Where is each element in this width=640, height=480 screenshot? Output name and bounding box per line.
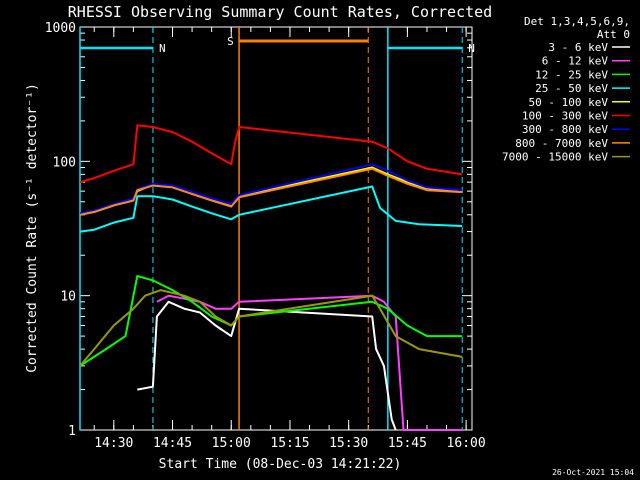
night-label: N [159, 42, 166, 55]
y-tick-label: 1 [68, 424, 76, 439]
legend-entry-label: 12 - 25 keV [535, 68, 608, 81]
x-axis-label: Start Time (08-Dec-03 14:21:22) [159, 457, 402, 472]
series-lines [79, 124, 463, 431]
plot-border [79, 26, 473, 431]
series-line-1 [137, 300, 397, 431]
legend-entry-label: 100 - 300 keV [522, 110, 608, 123]
y-tick-label: 1000 [45, 21, 76, 36]
footer-timestamp: 26-Oct-2021 15:04 [552, 468, 634, 477]
x-tick-label: 14:45 [153, 436, 192, 451]
series-line-3 [79, 275, 463, 367]
chart-title: RHESSI Observing Summary Count Rates, Co… [68, 3, 492, 21]
series-line-9 [79, 289, 463, 367]
legend-entry-label: 3 - 6 keV [548, 41, 608, 54]
night-label: N [468, 42, 475, 55]
x-tick-label: 15:30 [329, 436, 368, 451]
legend-entry-label: 7000 - 15000 keV [502, 151, 608, 164]
y-tick-label: 100 [53, 155, 76, 170]
x-tick-label: 15:45 [388, 436, 427, 451]
x-tick-label: 14:30 [94, 436, 133, 451]
series-line-6 [79, 124, 463, 184]
y-axis: 1 10 100 1000 [45, 21, 472, 439]
y-tick-label: 10 [60, 290, 76, 305]
x-tick-label: 16:00 [447, 436, 486, 451]
legend-entry-label: 50 - 100 keV [529, 96, 609, 109]
legend-entry-label: 25 - 50 keV [535, 82, 608, 95]
legend-entry-label: 800 - 7000 keV [515, 137, 608, 150]
series-line-4 [79, 185, 463, 233]
legend-header-line: Att 0 [597, 28, 630, 41]
x-tick-label: 15:00 [212, 436, 251, 451]
x-axis: 14:30 14:45 15:00 15:15 15:30 15:45 16:00 [93, 27, 486, 451]
legend-entry-label: 300 - 800 keV [522, 123, 608, 136]
legend-entry-label: 6 - 12 keV [542, 55, 609, 68]
series-line-8 [79, 167, 463, 216]
series-line-2 [156, 294, 463, 431]
orbit-annotations: N NS [79, 27, 475, 430]
SAA-label: S [227, 35, 234, 48]
y-axis-label: Corrected Count Rate (s⁻¹ detector⁻¹) [25, 83, 40, 373]
series-line-7 [79, 163, 463, 215]
x-tick-label: 15:15 [270, 436, 309, 451]
legend-header-line: Det 1,3,4,5,6,9, [524, 15, 630, 28]
plot-area [79, 26, 473, 431]
